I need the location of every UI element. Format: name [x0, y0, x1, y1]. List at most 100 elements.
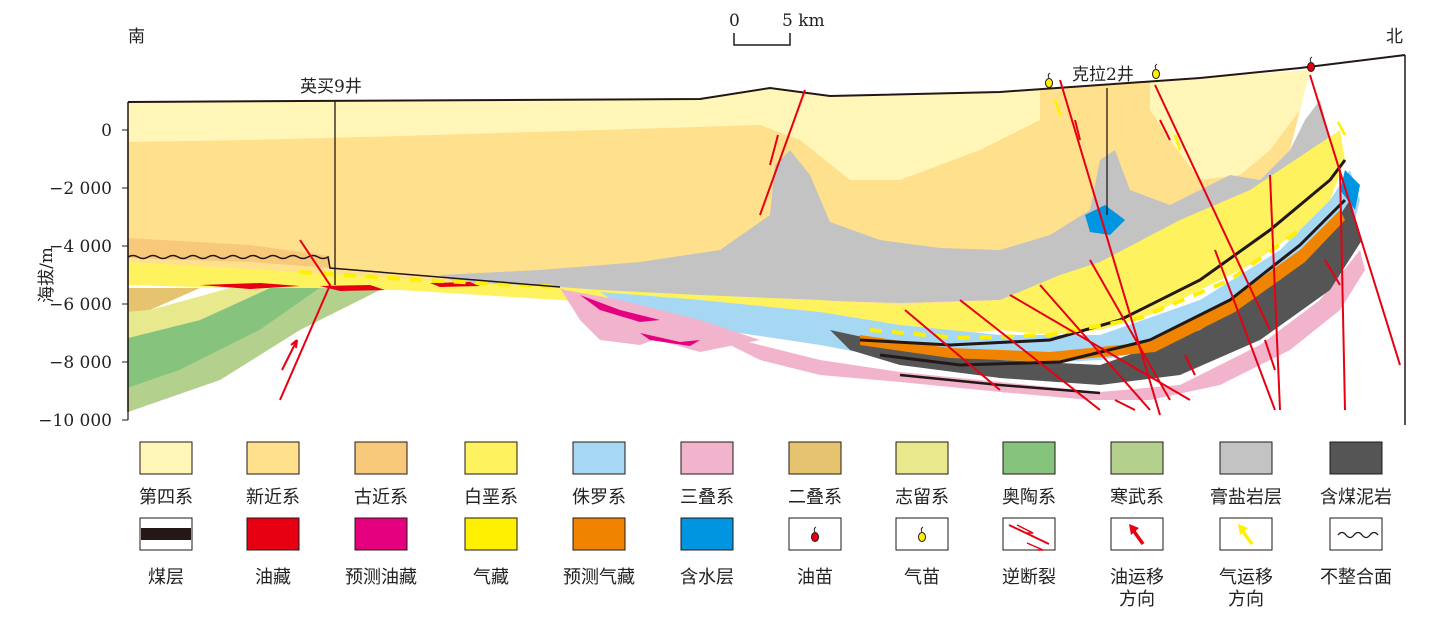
legend-swatch [354, 517, 408, 551]
svg-text:0: 0 [101, 121, 112, 141]
gas-seep-icon [918, 526, 926, 542]
y-axis: 0 −2 000 −4 000 −6 000 −8 000 −10 000 海拔… [37, 121, 129, 431]
ordovician-wedge [128, 288, 320, 388]
legend-swatch [139, 441, 193, 475]
coal-seam-3 [899, 373, 1101, 395]
legend-label: 方向 [1119, 589, 1155, 610]
oil-reservoir-3 [430, 282, 480, 287]
legend-label: 逆断裂 [1002, 567, 1056, 588]
legend-label: 不整合面 [1320, 567, 1392, 588]
fault-lines [279, 74, 1401, 416]
legend-swatch [1219, 441, 1273, 475]
legend-swatch [464, 441, 518, 475]
legend-item: 逆断裂 [1002, 517, 1056, 588]
quaternary-band [128, 88, 1040, 180]
north-label: 北 [1386, 27, 1403, 47]
y-axis-tick: −10 000 [38, 411, 128, 431]
legend-swatch [354, 441, 408, 475]
legend-item: 气藏 [464, 517, 518, 588]
y-axis-tick: −4 000 [49, 237, 128, 257]
silurian-wedge [128, 288, 270, 338]
scale-bar-start: 0 [729, 11, 740, 31]
svg-text:−4 000: −4 000 [49, 237, 112, 257]
reverse-fault-icon [1008, 524, 1050, 551]
legend-label: 第四系 [139, 487, 193, 508]
well-kela2-label: 克拉2井 [1072, 65, 1134, 85]
legend-label: 油运移 [1110, 567, 1164, 588]
south-label: 南 [128, 27, 145, 47]
legend-swatch [1002, 441, 1056, 475]
gas-seep-icon [1045, 72, 1053, 88]
triassic-lens-south [565, 290, 760, 352]
legend-label: 油苗 [797, 567, 833, 588]
y-axis-tick: −6 000 [49, 295, 128, 315]
legend-item: 不整合面 [1320, 517, 1392, 588]
legend-item: 奥陶系 [1002, 441, 1056, 508]
aquifer-zone [1085, 205, 1125, 235]
cambrian-wedge [128, 288, 380, 412]
legend-item: 预测油藏 [345, 517, 417, 588]
legend-item: 气苗 [895, 517, 949, 588]
legend-item: 古近系 [354, 441, 408, 508]
legend-label: 预测气藏 [563, 567, 635, 588]
aquifer-zone-east [1340, 170, 1360, 210]
legend-label: 气苗 [904, 567, 940, 588]
gas-migration-arrows [1053, 99, 1347, 151]
scale-bar: 0 5 km [729, 11, 825, 46]
gas-seep-icon [1152, 63, 1160, 79]
legend-swatch [464, 517, 518, 551]
predicted-oil-2 [640, 333, 700, 346]
legend-item: 油苗 [788, 517, 842, 588]
legend-label: 志留系 [895, 487, 949, 508]
legend-item: 新近系 [246, 441, 300, 508]
legend-swatch [680, 517, 734, 551]
legend-item: 白垩系 [464, 441, 518, 508]
well-yingmai9-label: 英买9井 [300, 77, 362, 97]
svg-text:−6 000: −6 000 [49, 295, 112, 315]
y-axis-tick: 0 [101, 121, 128, 141]
legend-label: 奥陶系 [1002, 487, 1056, 508]
legend-swatch [1110, 517, 1164, 551]
legend-item: 含水层 [680, 517, 734, 588]
quaternary-band-east [1150, 70, 1310, 180]
legend-label: 寒武系 [1110, 487, 1164, 508]
cross-section: 英买9井 克拉2井 [127, 54, 1406, 425]
legend-item: 二叠系 [788, 441, 842, 508]
unconformity-line [127, 254, 561, 288]
coal-seam-1 [859, 159, 1347, 347]
legend-label: 气藏 [473, 567, 509, 588]
jurassic-band [600, 170, 1360, 365]
legend-swatch [1110, 441, 1164, 475]
coal-seam-icon [141, 528, 191, 540]
oil-migration-arrow-icon [1129, 524, 1145, 546]
legend-row-strata: 第四系 新近系 古近系 白垩系 侏罗系 三叠系 二叠系 志留系 奥陶系 寒武系 膏盐岩层 含煤泥岩 [139, 441, 1392, 508]
legend-item: 含煤泥岩 [1320, 441, 1392, 508]
gas-migration-arrow-icon [1238, 524, 1254, 546]
svg-text:−8 000: −8 000 [49, 353, 112, 373]
legend-swatch [680, 441, 734, 475]
legend-swatch [788, 441, 842, 475]
oil-reservoir-1 [200, 283, 300, 289]
y-axis-tick: −8 000 [49, 353, 128, 373]
legend-item: 第四系 [139, 441, 193, 508]
legend-swatch [1329, 441, 1383, 475]
legend-label: 新近系 [246, 487, 300, 508]
paleogene-south [128, 238, 330, 268]
legend-swatch [895, 441, 949, 475]
unconformity-icon [1337, 531, 1379, 539]
legend-label: 预测油藏 [345, 567, 417, 588]
legend-label: 侏罗系 [572, 487, 626, 508]
legend-item: 煤层 [139, 517, 193, 588]
legend-item: 三叠系 [680, 441, 734, 508]
legend-item: 寒武系 [1110, 441, 1164, 508]
legend-swatch [1329, 517, 1383, 551]
predicted-gas-band [860, 210, 1345, 362]
legend-label: 含水层 [680, 567, 734, 588]
y-axis-label: 海拔/m [37, 247, 57, 303]
svg-text:−10 000: −10 000 [38, 411, 112, 431]
legend-label: 三叠系 [680, 487, 734, 508]
